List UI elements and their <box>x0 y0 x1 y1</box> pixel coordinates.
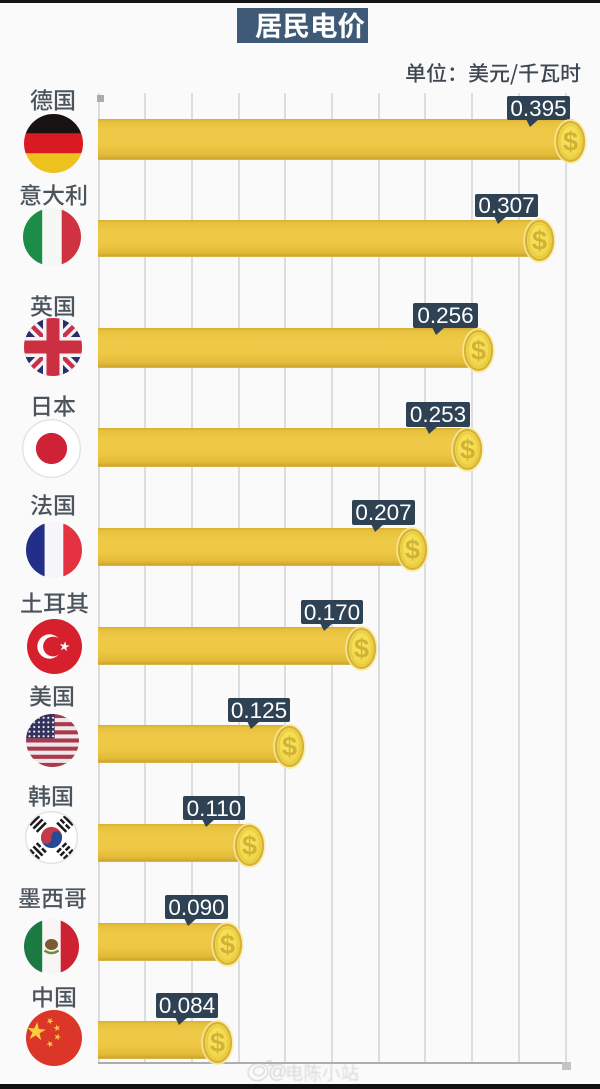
svg-text:$: $ <box>562 127 577 157</box>
svg-text:$: $ <box>459 435 474 465</box>
svg-text:$: $ <box>470 335 485 365</box>
svg-text:$: $ <box>531 226 546 256</box>
svg-text:$: $ <box>353 633 368 663</box>
svg-text:$: $ <box>281 731 296 761</box>
svg-text:$: $ <box>209 1027 224 1057</box>
svg-text:$: $ <box>241 830 256 860</box>
svg-text:$: $ <box>404 534 419 564</box>
svg-text:$: $ <box>219 929 234 959</box>
